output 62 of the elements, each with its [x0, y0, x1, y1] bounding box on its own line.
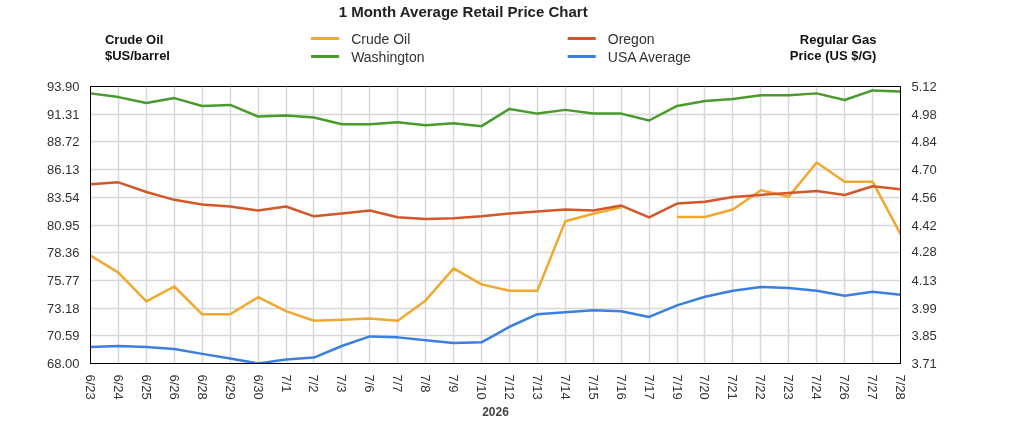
- y-axis-title: Crude Oil $US/barrel: [104, 31, 170, 63]
- y-tick-label: 83.54: [46, 189, 80, 205]
- x-tick-label: 7/22: [753, 374, 769, 400]
- x-tick-label: 6/26: [166, 374, 182, 400]
- x-axis-title: 2026: [482, 404, 510, 419]
- y2-tick-label: 5.12: [911, 79, 937, 94]
- y2-tick-label: 4.84: [911, 134, 937, 150]
- x-tick-label: 7/1: [278, 374, 294, 393]
- x-tick-label: 7/3: [334, 374, 350, 393]
- legend-label: Crude Oil: [351, 30, 411, 47]
- x-tick-label: 7/21: [725, 374, 741, 400]
- x-tick-label: 7/7: [390, 374, 406, 393]
- x-tick-label: 7/10: [474, 374, 490, 400]
- y-tick-label: 73.18: [46, 300, 80, 316]
- y-tick-label: 75.77: [46, 272, 80, 288]
- y2-tick-label: 4.98: [911, 106, 937, 122]
- legend-label: USA Average: [607, 48, 692, 65]
- x-tick-label: 7/20: [697, 374, 713, 400]
- chart-title: 1 Month Average Retail Price Chart: [338, 2, 588, 20]
- x-tick-label: 6/28: [194, 374, 210, 400]
- x-tick-label: 7/9: [446, 374, 462, 393]
- line-series: [90, 181, 901, 221]
- x-tick-label: 7/8: [418, 374, 434, 393]
- y-tick-label: 91.31: [46, 106, 80, 122]
- line-series: [90, 89, 901, 128]
- y-tick-label: 88.72: [46, 134, 80, 150]
- y-tick-label: 80.95: [46, 217, 80, 233]
- y-tick-label: 68.00: [46, 356, 80, 371]
- y-tick-label: 78.36: [46, 245, 80, 261]
- y2-tick-label: 4.13: [911, 272, 937, 288]
- x-tick-label: 7/19: [669, 374, 685, 400]
- x-tick-label: 7/27: [865, 374, 881, 400]
- x-tick-label: 7/23: [781, 374, 797, 400]
- legend-label: Washington: [351, 48, 425, 65]
- x-tick-label: 6/25: [138, 374, 154, 400]
- y2-tick-label: 4.28: [911, 244, 937, 260]
- y2-axis-title: Regular Gas Price (US $/G): [789, 31, 877, 63]
- x-tick-label: 7/2: [306, 374, 322, 393]
- x-tick-label: 6/23: [83, 374, 98, 400]
- x-tick-label: 7/6: [362, 374, 378, 393]
- y2-tick-label: 4.56: [911, 189, 937, 205]
- x-tick-label: 7/17: [641, 374, 657, 400]
- y-tick-label: 86.13: [46, 162, 80, 178]
- y2-tick-label: 4.70: [911, 162, 937, 178]
- x-tick-label: 7/12: [501, 374, 517, 400]
- x-tick-label: 7/28: [893, 374, 908, 400]
- x-tick-label: 6/24: [110, 374, 126, 400]
- y-tick-label: 93.90: [46, 79, 80, 94]
- y-tick-label: 70.59: [46, 328, 80, 344]
- x-tick-label: 6/30: [250, 374, 266, 400]
- legend-label: Oregon: [607, 30, 655, 47]
- x-tick-label: 7/14: [557, 374, 573, 400]
- y2-tick-label: 3.71: [911, 356, 937, 371]
- x-tick-label: 6/29: [222, 374, 238, 400]
- y2-tick-label: 3.85: [911, 328, 937, 344]
- x-tick-label: 7/16: [613, 374, 629, 400]
- x-tick-label: 7/24: [809, 374, 825, 400]
- x-tick-label: 7/15: [585, 374, 601, 400]
- y2-tick-label: 3.99: [911, 300, 937, 316]
- x-tick-label: 7/26: [837, 374, 853, 400]
- y2-tick-label: 4.42: [911, 217, 937, 233]
- x-tick-label: 7/13: [529, 374, 545, 400]
